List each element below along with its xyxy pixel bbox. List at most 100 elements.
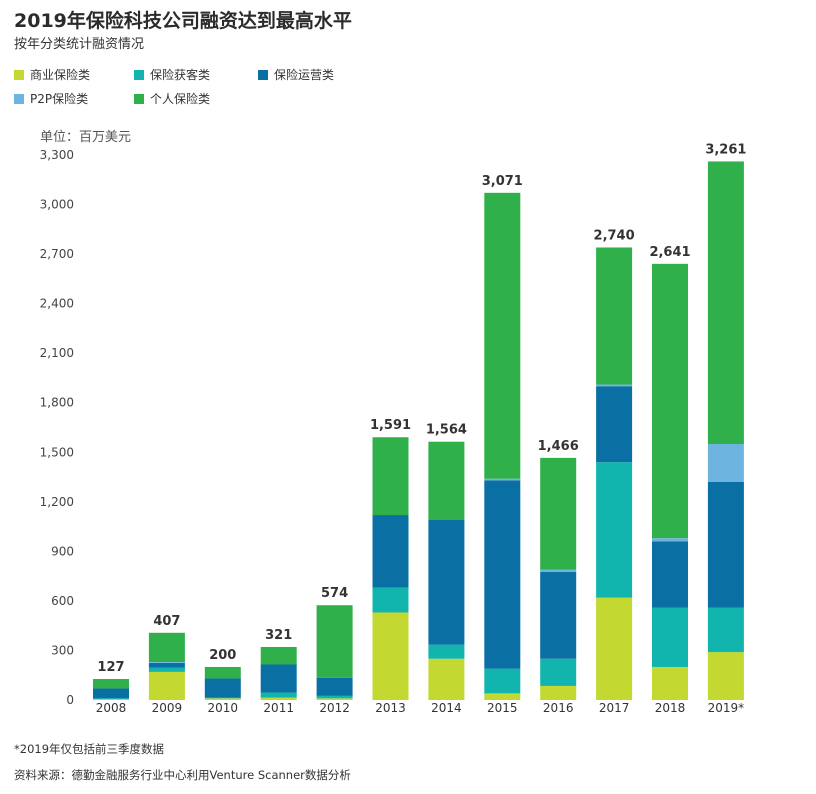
y-tick-label: 900	[51, 544, 74, 558]
bar-segment-5	[372, 437, 409, 516]
bar-segment-3	[260, 664, 297, 693]
data-label-total: 2,641	[649, 245, 690, 260]
chart-title: 2019年保险科技公司融资达到最高水平	[14, 10, 352, 32]
data-label-total: 3,071	[482, 174, 523, 189]
legend-item-acquisition: 保险获客类	[134, 66, 210, 83]
bar-segment-1	[428, 658, 465, 700]
bar-segment-2	[596, 462, 633, 598]
bar-segment-4	[652, 538, 688, 542]
bar-segment-3	[596, 386, 633, 463]
bar-segment-5	[316, 605, 353, 678]
x-tick-label: 2012	[319, 701, 350, 715]
x-tick-label: 2016	[543, 701, 574, 715]
legend-swatch-commercial	[14, 69, 24, 80]
bar-segment-2	[540, 658, 577, 686]
bar-segment-2	[148, 667, 185, 672]
y-tick-label: 2,700	[40, 247, 74, 261]
data-label-total: 407	[153, 614, 180, 629]
legend: 商业保险类 保险获客类 保险运营类 P2P保险类 个人保险类	[14, 66, 534, 110]
data-label-total: 1,591	[370, 418, 411, 433]
bar-segment-3	[93, 688, 129, 699]
bar-segment-5	[260, 646, 297, 665]
bar-segment-3	[540, 572, 577, 659]
bar-segment-4	[540, 569, 577, 573]
y-tick-label: 3,000	[40, 198, 74, 212]
bar-segment-5	[652, 263, 688, 539]
y-tick-label: 1,500	[40, 445, 74, 459]
bar-segment-2	[652, 607, 688, 667]
bar-segment-5	[484, 192, 521, 479]
data-label-total: 574	[321, 586, 348, 601]
legend-swatch-personal	[134, 93, 144, 104]
data-label-total: 1,564	[426, 423, 467, 438]
x-tick-label: 2013	[375, 701, 406, 715]
bar-segment-4	[596, 384, 633, 387]
x-tick-label: 2014	[431, 701, 462, 715]
bar-segment-1	[148, 671, 185, 700]
bar-segment-4	[707, 444, 744, 482]
x-tick-label: 2015	[487, 701, 518, 715]
bar-segment-2	[372, 587, 409, 613]
legend-item-commercial: 商业保险类	[14, 66, 90, 83]
bar-segment-5	[93, 679, 129, 689]
footnote: *2019年仅包括前三季度数据	[14, 742, 165, 756]
legend-label-p2p: P2P保险类	[30, 92, 89, 106]
data-label-total: 127	[97, 660, 124, 675]
bar-segment-2	[260, 692, 297, 698]
legend-item-p2p: P2P保险类	[14, 90, 88, 107]
y-tick-label: 3,300	[40, 148, 74, 162]
bar-segment-4	[148, 662, 185, 663]
chart-subtitle: 按年分类统计融资情况	[14, 37, 145, 52]
bar-segment-1	[372, 612, 409, 700]
bar-segment-3	[372, 515, 409, 588]
bar-segment-3	[707, 482, 744, 608]
bar-segment-3	[204, 678, 241, 698]
bar-segment-1	[484, 693, 521, 700]
bar-segment-3	[428, 519, 465, 645]
legend-item-operations: 保险运营类	[258, 66, 334, 83]
legend-label-commercial: 商业保险类	[30, 68, 91, 82]
x-tick-label: 2009	[152, 701, 183, 715]
data-label-total: 200	[209, 648, 236, 663]
x-tick-label: 2010	[208, 701, 239, 715]
x-tick-label: 2019*	[708, 701, 745, 715]
bar-segment-3	[652, 541, 688, 608]
data-label-total: 2,740	[594, 228, 635, 243]
bar-segment-5	[707, 161, 744, 445]
legend-swatch-p2p	[14, 93, 24, 104]
bar-segment-1	[93, 699, 129, 700]
x-tick-label: 2018	[655, 701, 686, 715]
bar-segment-1	[540, 685, 577, 700]
legend-label-acquisition: 保险获客类	[150, 68, 211, 82]
data-label-total: 321	[265, 628, 292, 643]
bar-segment-5	[148, 632, 185, 663]
y-tick-label: 300	[51, 643, 74, 657]
bar-segment-3	[316, 677, 353, 696]
x-tick-label: 2011	[263, 701, 294, 715]
bar-segment-1	[652, 666, 688, 700]
bar-segment-2	[484, 668, 521, 694]
bar-segment-2	[316, 695, 353, 699]
bar-segment-5	[540, 457, 577, 570]
bar-segment-5	[204, 666, 241, 679]
data-label-total: 1,466	[538, 439, 579, 454]
bar-segment-2	[93, 698, 129, 700]
y-tick-label: 1,200	[40, 495, 74, 509]
bar-segment-3	[484, 480, 521, 669]
bar-segment-2	[204, 697, 241, 699]
y-tick-label: 2,400	[40, 297, 74, 311]
x-tick-label: 2008	[96, 701, 127, 715]
unit-label: 单位：百万美元	[40, 130, 132, 145]
bar-segment-1	[596, 597, 633, 700]
legend-item-personal: 个人保险类	[134, 90, 210, 107]
bar-segment-5	[596, 247, 633, 385]
y-tick-label: 1,800	[40, 396, 74, 410]
bar-segment-1	[707, 652, 744, 700]
legend-label-operations: 保险运营类	[274, 68, 335, 82]
source-note: 资料来源：德勤金融服务行业中心利用Venture Scanner数据分析	[14, 768, 351, 782]
bar-segment-1	[316, 698, 353, 700]
bar-segment-3	[148, 662, 185, 668]
legend-swatch-operations	[258, 69, 268, 80]
x-tick-label: 2017	[599, 701, 630, 715]
